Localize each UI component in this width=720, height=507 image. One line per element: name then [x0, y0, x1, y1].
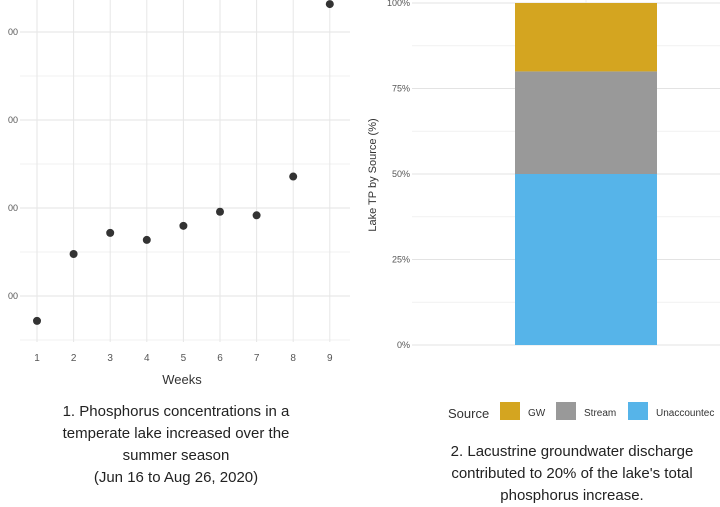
caption-line: (Jun 16 to Aug 26, 2020): [93, 469, 259, 486]
x-tick-label: 7: [254, 353, 260, 364]
data-point: [289, 172, 298, 181]
scatter-x-tick-labels: 1 2 3 4 5 6 7 8 9: [34, 353, 333, 364]
x-tick-label: 8: [290, 353, 296, 364]
y-tick-label: 00: [8, 291, 18, 301]
x-tick-label: 4: [144, 353, 150, 364]
data-point: [142, 235, 151, 244]
x-axis-label: Weeks: [162, 372, 202, 387]
y-tick-label: 100%: [387, 0, 410, 8]
bar-segment-gw: [515, 3, 657, 72]
x-tick-label: 1: [34, 353, 40, 364]
legend: Source GW Stream Unaccountec: [448, 402, 714, 421]
data-point: [325, 0, 334, 9]
bar-segment-unaccounted: [515, 174, 657, 345]
caption-line: contributed to 20% of the lake's total: [451, 465, 693, 482]
legend-key-stream: [556, 402, 576, 420]
legend-label: GW: [528, 408, 546, 419]
y-tick-label: 00: [8, 115, 18, 125]
stacked-bar-chart: 0% 25% 50% 75% 100% Lake TP by Source (%) So…: [367, 0, 720, 421]
legend-key-gw: [500, 402, 520, 420]
caption-line: 1. Phosphorus concentrations in a: [62, 403, 290, 420]
data-point: [69, 250, 78, 258]
y-tick-label: 0%: [397, 340, 410, 350]
y-tick-label: 75%: [392, 84, 410, 94]
legend-label: Stream: [584, 408, 616, 419]
x-tick-label: 6: [217, 353, 223, 364]
legend-key-unaccounted: [628, 402, 648, 420]
caption-line: summer season: [122, 447, 230, 464]
data-point: [179, 221, 188, 230]
scatter-caption: 1. Phosphorus concentrations in a temper…: [20, 401, 332, 489]
y-tick-label: 00: [8, 203, 18, 213]
data-point: [106, 228, 115, 237]
y-tick-label: 00: [8, 27, 18, 37]
bar-caption: 2. Lacustrine groundwater discharge cont…: [392, 441, 720, 507]
data-point: [252, 211, 261, 220]
data-point: [33, 316, 41, 325]
scatter-chart: 00 00 00 00 1 2 3 4 5 6 7 8 9 Weeks: [8, 0, 350, 387]
y-axis-label: Lake TP by Source (%): [367, 118, 379, 231]
scatter-y-tick-labels: 00 00 00 00: [8, 27, 18, 301]
bar-segment-stream: [515, 71, 657, 174]
x-tick-label: 5: [181, 353, 187, 364]
data-point: [216, 207, 224, 216]
bar-y-tick-labels: 0% 25% 50% 75% 100%: [387, 0, 410, 350]
caption-line: phosphorus increase.: [500, 487, 644, 504]
x-tick-label: 9: [327, 353, 333, 364]
stacked-bar: [515, 3, 657, 345]
x-tick-label: 2: [71, 353, 77, 364]
y-tick-label: 25%: [392, 255, 410, 265]
y-tick-label: 50%: [392, 169, 410, 179]
scatter-points: [33, 0, 334, 325]
legend-label: Unaccountec: [656, 408, 714, 419]
x-tick-label: 3: [107, 353, 113, 364]
legend-title: Source: [448, 406, 489, 421]
scatter-gridlines: [20, 0, 350, 342]
caption-line: 2. Lacustrine groundwater discharge: [450, 443, 694, 460]
caption-line: temperate lake increased over the: [62, 425, 290, 442]
